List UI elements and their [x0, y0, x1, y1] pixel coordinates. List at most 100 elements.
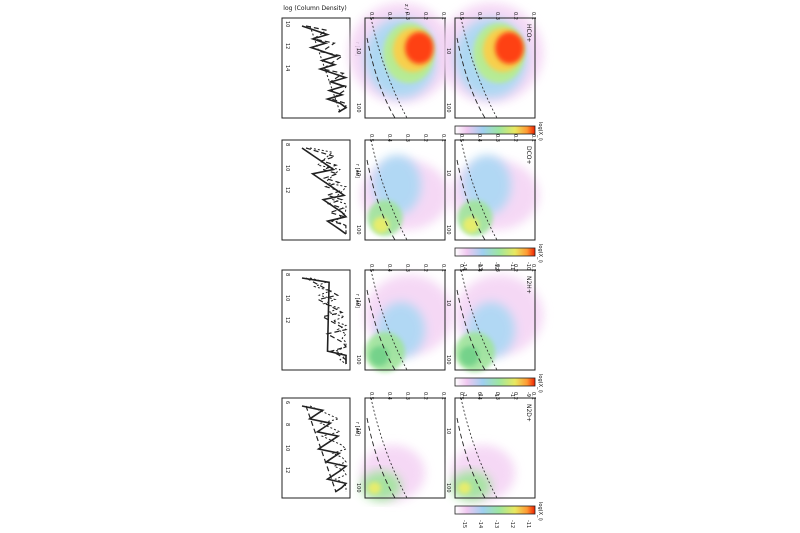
chart-row-3: 6 8 10 12 r [au] 0.1 0.2 0.3 0.4 0.5 10 100 0.1 0.2 0.…	[281, 392, 543, 528]
contour-dashed	[366, 37, 396, 119]
contour-dashed	[366, 159, 396, 241]
heatmap-ytick-label: 0.4	[386, 392, 392, 400]
heatmap-ytick-label: 0.4	[476, 134, 482, 142]
heatmap-frame	[454, 397, 536, 499]
profile-tick-label: 10	[284, 295, 290, 301]
heatmap-ytick-label: 0.2	[422, 134, 428, 142]
heatmap-ytick-label: 0.3	[494, 12, 500, 20]
profile-line	[301, 147, 348, 235]
species-label: HCO+	[525, 24, 532, 42]
contour-dashed	[456, 289, 486, 371]
heatmap-frame	[454, 17, 536, 119]
colorbar-tick-label: -11	[525, 520, 531, 528]
contour-dashed	[366, 289, 396, 371]
colorbar	[454, 125, 536, 135]
profile-tick-label: 14	[284, 65, 290, 71]
colorbar-label: log(X_i)	[537, 374, 543, 393]
chart-row-2: 8 10 12 r [au] 0.1 0.2 0.3 0.4 0.5 10 100 0.1 0.2 0.3…	[281, 264, 543, 400]
heatmap-ytick-label: 0.5	[368, 12, 374, 20]
heatmap-region	[459, 346, 479, 366]
profile-tick-label: 12	[284, 317, 290, 323]
heatmap-ytick-label: 0.5	[458, 134, 464, 142]
heatmap-ytick-label: 0.5	[458, 264, 464, 272]
heatmap-ytick-label: 0.1	[530, 264, 536, 272]
heatmap-region	[368, 482, 381, 494]
profile-axis-label: r [au]	[354, 422, 360, 436]
heatmap-ytick-label: 0.1	[530, 134, 536, 142]
colorbar-tick-label: -15	[461, 520, 467, 528]
profile-tick-label: 12	[284, 43, 290, 49]
colorbar-tick-label: -13	[461, 392, 467, 400]
profile-tick-label: 10	[284, 21, 290, 27]
profile-frame	[281, 17, 351, 119]
heatmap-ytick-label: 0.3	[494, 264, 500, 272]
species-label: DCO+	[525, 146, 532, 165]
heatmap-ytick-label: 0.5	[458, 392, 464, 400]
heatmap-ytick-label: 0.3	[404, 392, 410, 400]
contour-dashed	[456, 159, 486, 241]
heatmap-xtick-label: 100	[355, 225, 361, 235]
profile-frame	[281, 139, 351, 241]
heatmap-xtick-label: 100	[445, 225, 451, 235]
heatmap-ytick-label: 0.2	[422, 392, 428, 400]
profile-tick-label: 12	[284, 187, 290, 193]
colorbar-tick-label: -13	[477, 262, 483, 270]
heatmap-ytick-label: 0.3	[494, 134, 500, 142]
heatmap-xtick-label: 10	[445, 48, 451, 54]
colorbar-tick-label: -10	[525, 262, 531, 270]
heatmap-ytick-label: 0.2	[512, 134, 518, 142]
profile-tick-label: 8	[284, 273, 290, 276]
heatmap-xtick-label: 10	[445, 300, 451, 306]
profile-line	[301, 277, 347, 364]
heatmap-frame	[454, 269, 536, 371]
profile-line	[309, 405, 347, 492]
profile-line	[301, 405, 348, 493]
heatmap-ytick-label: 0.2	[422, 12, 428, 20]
heatmap-xtick-label: 10	[355, 428, 361, 434]
heatmap-region	[369, 346, 389, 366]
heatmap-ytick-label: 0.4	[386, 264, 392, 272]
heatmap-xtick-label: 10	[355, 170, 361, 176]
heatmap-xtick-label: 100	[445, 103, 451, 113]
heatmap-xtick-label: 10	[355, 48, 361, 54]
heatmap-ytick-label: 0.1	[530, 12, 536, 20]
heatmap-ytick-label: 0.4	[386, 134, 392, 142]
colorbar	[454, 247, 536, 257]
colorbar-tick-label: -9	[525, 392, 531, 397]
colorbar-tick-label: -12	[477, 392, 483, 400]
profile-line	[309, 25, 341, 113]
heatmap-ytick-label: 0.4	[476, 392, 482, 400]
profile-line	[309, 147, 347, 234]
profile-tick-label: 6	[284, 401, 290, 404]
colorbar-tick-label: -12	[509, 520, 515, 528]
profile-axis-label: r [au]	[354, 164, 360, 178]
heatmap-xtick-label: 10	[355, 300, 361, 306]
profile-line	[301, 25, 349, 113]
heatmap-xtick-label: 10	[445, 428, 451, 434]
profile-tick-label: 8	[284, 143, 290, 146]
heatmap-frame	[364, 269, 446, 371]
heatmap-region	[373, 217, 389, 233]
heatmap-ytick-label: 0.3	[404, 12, 410, 20]
heatmap-frame	[364, 139, 446, 241]
heatmap-ytick-label: 0.1	[440, 12, 446, 20]
heatmap-xtick-label: 100	[445, 355, 451, 365]
heatmap-ytick-label: 0.3	[404, 134, 410, 142]
heatmap-region	[451, 471, 491, 501]
profile-tick-label: 12	[284, 467, 290, 473]
heatmap-frame	[364, 397, 446, 499]
heatmap-xtick-label: 100	[355, 103, 361, 113]
heatmap-ytick-label: 0.2	[512, 264, 518, 272]
heatmap-xtick-label: 10	[445, 170, 451, 176]
panel-axis-label: z / r	[403, 4, 409, 14]
heatmap-region	[495, 32, 524, 64]
colorbar-tick-label: -14	[461, 262, 467, 270]
species-label: N2H+	[525, 276, 532, 294]
colorbar-tick-label: -13	[493, 520, 499, 528]
heatmap-region	[405, 32, 434, 64]
heatmap-region	[458, 482, 471, 494]
contour-dashed	[456, 37, 486, 119]
colorbar-tick-label: -10	[509, 392, 515, 400]
profile-line	[309, 277, 348, 365]
